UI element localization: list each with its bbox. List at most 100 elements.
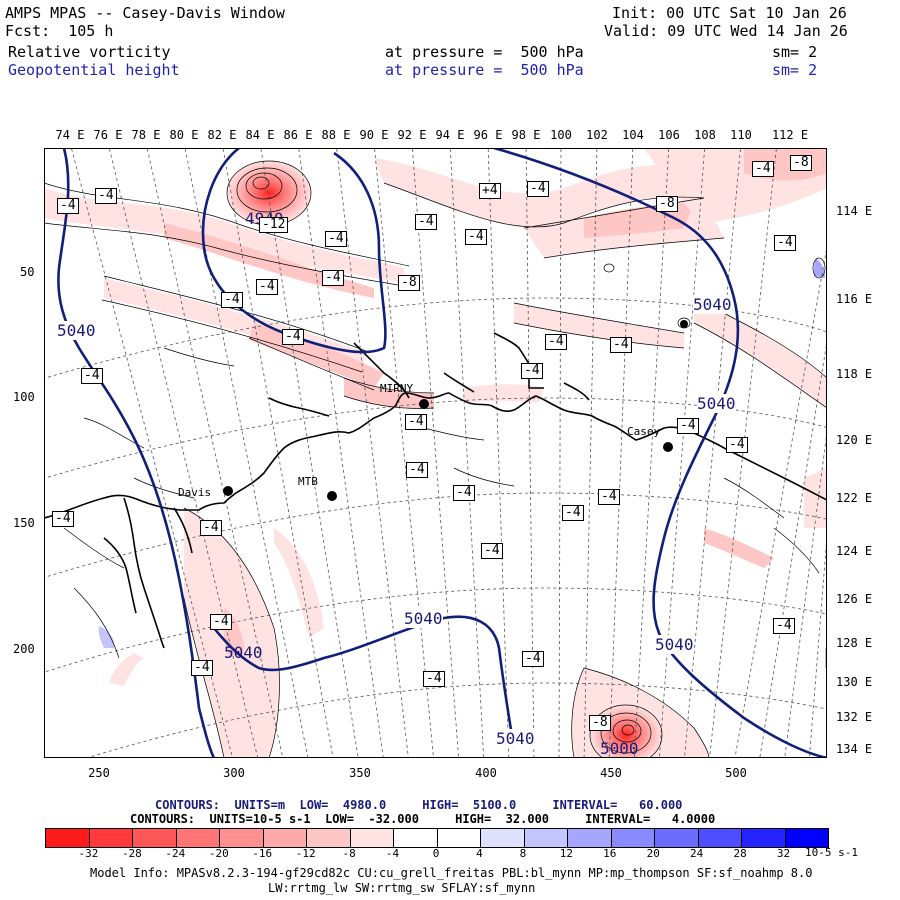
station-label-casey: Casey: [627, 425, 661, 438]
top-lon-label: 80 E: [169, 128, 199, 142]
field1-level: at pressure = 500 hPa: [385, 43, 584, 61]
station-label-mirny: MIRNY: [380, 382, 414, 395]
top-lon-label: 100: [550, 128, 572, 142]
colorbar-swatch: [523, 829, 567, 847]
height-contours: [57, 148, 827, 758]
top-lon-label: 88 E: [321, 128, 351, 142]
vort-label: -4: [453, 485, 475, 501]
left-grid-label: 150: [13, 516, 35, 530]
vort-label: -4: [210, 614, 232, 630]
colorbar-tick-label: 0: [432, 847, 440, 860]
colorbar-swatch: [306, 829, 350, 847]
bottom-grid-label: 350: [349, 766, 371, 780]
colorbar-swatch: [393, 829, 437, 847]
vort-label: -8: [589, 715, 611, 731]
right-lon-label: 126 E: [836, 592, 873, 606]
colorbar-tick-label: -20: [208, 847, 229, 860]
right-lon-label: 128 E: [836, 636, 873, 650]
graticule: [44, 148, 827, 758]
top-lon-label: 102: [586, 128, 608, 142]
right-lon-label: 130 E: [836, 675, 873, 689]
top-lon-label: 104: [622, 128, 644, 142]
colorbar-tick-label: -28: [121, 847, 142, 860]
colorbar-tick-label: 8: [519, 847, 527, 860]
vort-label: -4: [415, 214, 437, 230]
vort-label: -4: [527, 181, 549, 197]
top-lon-label: 82 E: [207, 128, 237, 142]
top-lon-label: 86 E: [283, 128, 313, 142]
colorbar-swatch: [654, 829, 698, 847]
colorbar-tick-label: -32: [78, 847, 99, 860]
vort-label: -8: [398, 275, 420, 291]
colorbar-swatch: [567, 829, 611, 847]
right-lon-label: 132 E: [836, 710, 873, 724]
top-lon-label: 106: [658, 128, 680, 142]
top-lon-label: 112 E: [771, 128, 809, 142]
colorbar-swatch: [175, 829, 219, 847]
vort-label: -8: [656, 196, 678, 212]
init-time: Init: 00 UTC Sat 10 Jan 26: [612, 4, 847, 22]
colorbar-tick-label: -12: [295, 847, 316, 860]
top-lon-label: 94 E: [435, 128, 465, 142]
forecast-hour: Fcst: 105 h: [5, 22, 114, 40]
station-mirny-dot: [419, 399, 429, 409]
station-mtb-dot: [327, 491, 337, 501]
vort-label: -4: [726, 437, 748, 453]
vort-label: -4: [200, 520, 222, 536]
colorbar-tick-label: 16: [603, 847, 617, 860]
right-lon-label: 116 E: [836, 292, 873, 306]
left-grid-label: 50: [20, 265, 35, 279]
height-contour-info: CONTOURS: UNITS=m LOW= 4980.0 HIGH= 5100…: [155, 798, 683, 812]
top-lon-label: 110: [730, 128, 752, 142]
height-label: 5040: [693, 295, 732, 314]
colorbar-swatch: [46, 829, 89, 847]
vort-label: -4: [423, 671, 445, 687]
height-label: 5040: [57, 321, 96, 340]
station-casey-dot: [663, 442, 673, 452]
colorbar-tick-label: -4: [385, 847, 400, 860]
colorbar-swatch: [480, 829, 524, 847]
model-info-line1: Model Info: MPASv8.2.3-194-gf29cd82c CU:…: [90, 866, 813, 880]
colorbar-tick-label: 28: [733, 847, 747, 860]
left-grid-label: 100: [13, 390, 35, 404]
height-label: 5000: [600, 739, 639, 758]
bottom-grid-label: 300: [223, 766, 245, 780]
height-label: 5040: [655, 635, 694, 654]
vort-label: -4: [57, 198, 79, 214]
vort-label: -8: [790, 155, 812, 171]
map-plot: [44, 148, 827, 758]
top-lon-label: 98 E: [511, 128, 541, 142]
vort-label: -4: [562, 505, 584, 521]
vort-label: -4: [81, 368, 103, 384]
top-lon-label: 108: [694, 128, 716, 142]
top-lon-label: 78 E: [131, 128, 161, 142]
right-lon-label: 118 E: [836, 367, 873, 381]
bottom-grid-label: 250: [88, 766, 110, 780]
left-grid-label: 200: [13, 642, 35, 656]
station-label-mtb: MTB: [298, 475, 318, 488]
top-lon-label: 90 E: [359, 128, 389, 142]
vort-label: -4: [282, 329, 304, 345]
right-lon-label: 124 E: [836, 544, 873, 558]
top-lon-label: 92 E: [397, 128, 427, 142]
vort-label: -4: [322, 270, 344, 286]
right-lon-label: 120 E: [836, 433, 873, 447]
vort-label: -4: [52, 511, 74, 527]
top-lon-label: 74 E: [55, 128, 85, 142]
vort-label: -4: [773, 618, 795, 634]
vort-label: -4: [406, 462, 428, 478]
vort-label: -4: [256, 279, 278, 295]
vort-label: -4: [752, 161, 774, 177]
vort-label: -4: [610, 337, 632, 353]
colorbar-swatch: [219, 829, 263, 847]
vort-label: -4: [465, 229, 487, 245]
colorbar-tick-label: -24: [165, 847, 186, 860]
right-lon-label: 134 E: [836, 742, 873, 756]
colorbar-tick-label: 32: [776, 847, 791, 860]
colorbar: [45, 828, 829, 848]
field1-name: Relative vorticity: [8, 43, 171, 61]
station-davis-dot: [223, 486, 233, 496]
vort-label: -4: [221, 292, 243, 308]
vort-label: -4: [325, 231, 347, 247]
vort-max-dot: [680, 320, 688, 328]
